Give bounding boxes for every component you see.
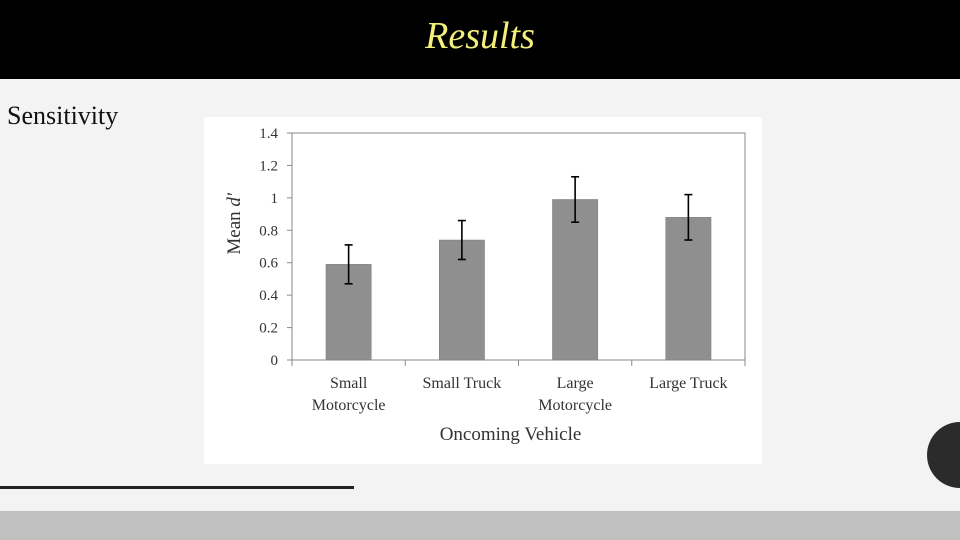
x-category-label: Large <box>557 375 594 392</box>
bar-chart: 0 0.2 0.4 0.6 0.8 1 1.2 1.4 Small Motorcycle Small… <box>224 126 746 445</box>
chart-panel: 0 0.2 0.4 0.6 0.8 1 1.2 1.4 Small Motorcycle Small… <box>204 117 762 464</box>
bar <box>665 217 712 361</box>
bottom-band <box>0 511 960 540</box>
slide-title: Results <box>425 15 535 57</box>
y-tick-label: 1 <box>271 191 279 207</box>
y-tick-label: 1.4 <box>259 126 278 142</box>
decorative-circle <box>927 422 960 488</box>
x-category-label: Motorcycle <box>312 397 386 414</box>
title-bar <box>0 0 960 79</box>
divider-line <box>0 486 354 489</box>
x-category-label: Small <box>330 375 368 392</box>
y-tick-label: 0 <box>271 353 279 369</box>
y-tick-label: 1.2 <box>259 158 278 174</box>
side-label: Sensitivity <box>7 101 119 130</box>
y-tick-label: 0.4 <box>259 288 278 304</box>
x-category-label: Motorcycle <box>538 397 612 414</box>
y-tick-label: 0.8 <box>259 223 278 239</box>
bar <box>552 199 599 361</box>
x-category-label: Small Truck <box>423 375 502 392</box>
x-axis-title: Oncoming Vehicle <box>440 424 582 445</box>
y-tick-label: 0.2 <box>259 321 278 337</box>
y-axis-title: Mean d' <box>224 192 245 255</box>
x-category-label: Large Truck <box>649 375 727 392</box>
y-tick-label: 0.6 <box>259 256 278 272</box>
